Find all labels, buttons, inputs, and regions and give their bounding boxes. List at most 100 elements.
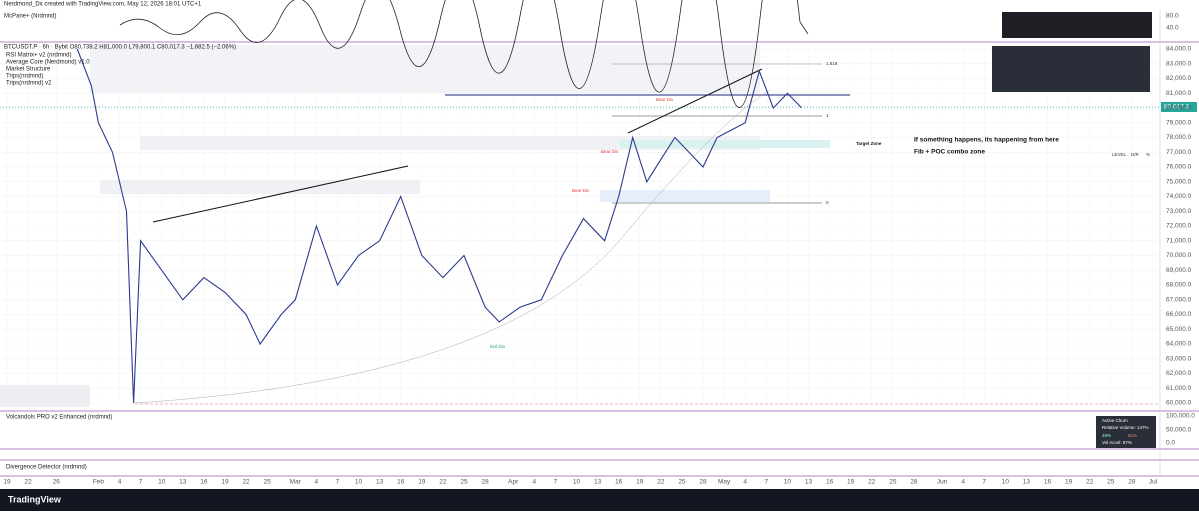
x-tick-label: 26 xyxy=(53,479,61,486)
y-tick-label: 62,000.0 xyxy=(1166,370,1192,377)
symbol-line: BTCUSDT.P · 6h · Bybit O80,738.2 H81,000… xyxy=(4,45,236,51)
x-tick-label: 10 xyxy=(573,479,581,486)
x-tick-label: Apr xyxy=(508,479,519,486)
y-tick-label: 69,000.0 xyxy=(1166,267,1192,274)
y-tick-label: 73,000.0 xyxy=(1166,208,1192,215)
churn-panel xyxy=(1096,416,1156,448)
x-tick-label: 7 xyxy=(764,479,768,486)
y-tick-label: 65,000.0 xyxy=(1166,326,1192,333)
x-tick-label: 28 xyxy=(910,479,918,486)
fib-label: 1.618 xyxy=(826,61,838,66)
x-tick-label: 13 xyxy=(805,479,813,486)
x-tick-label: 13 xyxy=(594,479,602,486)
x-tick-label: 22 xyxy=(1086,479,1094,486)
x-tick-label: Feb xyxy=(93,479,105,486)
zone xyxy=(140,136,760,150)
dashboard xyxy=(1002,12,1152,38)
x-tick-label: 19 xyxy=(847,479,855,486)
x-tick-label: 7 xyxy=(982,479,986,486)
x-tick-label: 4 xyxy=(961,479,965,486)
x-tick-label: 25 xyxy=(264,479,272,486)
price-badge xyxy=(1161,102,1197,112)
x-tick-label: 16 xyxy=(1044,479,1052,486)
x-tick-label: 13 xyxy=(1023,479,1031,486)
y-tick-label: 61,000.0 xyxy=(1166,385,1192,392)
x-tick-label: 16 xyxy=(200,479,208,486)
y-tick-label: 64,000.0 xyxy=(1166,341,1192,348)
credit: Nerdmond_Dx created with TradingView.com… xyxy=(4,2,202,8)
x-tick-label: 4 xyxy=(743,479,747,486)
x-tick-label: 19 xyxy=(3,479,11,486)
y-tick-label: 78,000.0 xyxy=(1166,134,1192,141)
zone xyxy=(100,180,420,194)
top-axis-label: 80.0 xyxy=(1166,13,1179,20)
x-tick-label: 7 xyxy=(336,479,340,486)
y-tick-label: 75,000.0 xyxy=(1166,178,1192,185)
annotation: If something happens, its happening from… xyxy=(914,137,1059,144)
x-tick-label: 4 xyxy=(118,479,122,486)
x-tick-label: 25 xyxy=(678,479,686,486)
dashboard xyxy=(992,46,1150,92)
divergence-pane-title: Divergence Detector (nrdmnd) xyxy=(6,465,87,471)
churn-text: 49% xyxy=(1102,433,1111,438)
x-tick-label: 4 xyxy=(315,479,319,486)
x-tick-label: 22 xyxy=(657,479,665,486)
trend-line xyxy=(152,165,409,223)
y-tick-label: 79,000.0 xyxy=(1166,119,1192,126)
x-tick-label: 10 xyxy=(355,479,363,486)
volume-axis-label: 50,000.0 xyxy=(1166,427,1192,434)
x-tick-label: 10 xyxy=(158,479,166,486)
x-tick-label: 25 xyxy=(460,479,468,486)
annotation: Bull Div xyxy=(490,344,506,349)
y-tick-label: 71,000.0 xyxy=(1166,237,1192,244)
price-line xyxy=(76,48,802,404)
oscillator xyxy=(119,0,809,108)
table-header: LEVEL xyxy=(1112,152,1127,157)
annotation: Fib + POC combo zone xyxy=(914,149,985,156)
target-zone xyxy=(620,140,830,148)
top-axis-label: 40.0 xyxy=(1166,25,1179,32)
x-tick-label: 22 xyxy=(868,479,876,486)
x-tick-label: Mar xyxy=(290,479,302,486)
y-tick-label: 60,000.0 xyxy=(1166,400,1192,407)
x-tick-label: 7 xyxy=(554,479,558,486)
x-tick-label: May xyxy=(718,479,731,486)
fib-label: 1 xyxy=(826,113,829,118)
x-tick-label: 22 xyxy=(25,479,33,486)
churn-text: Relative Volume: 147% xyxy=(1102,425,1149,430)
curve xyxy=(134,89,771,404)
x-tick-label: 19 xyxy=(418,479,426,486)
legend-item: Trips(nrdmnd) xyxy=(6,74,43,80)
y-tick-label: 70,000.0 xyxy=(1166,252,1192,259)
y-tick-label: 74,000.0 xyxy=(1166,193,1192,200)
volume-axis-label: 100,000.0 xyxy=(1166,413,1195,420)
x-tick-label: 28 xyxy=(1128,479,1136,486)
zone xyxy=(600,190,770,202)
y-tick-label: 76,000.0 xyxy=(1166,164,1192,171)
x-tick-label: Jul xyxy=(1149,479,1158,486)
x-tick-label: Jun xyxy=(937,479,948,486)
x-tick-label: 25 xyxy=(889,479,897,486)
x-tick-label: 28 xyxy=(699,479,707,486)
y-tick-label: 63,000.0 xyxy=(1166,355,1192,362)
fib-label: 0 xyxy=(826,200,829,205)
y-tick-label: 72,000.0 xyxy=(1166,223,1192,230)
x-tick-label: 19 xyxy=(1065,479,1073,486)
legend-item: RSI Matrix+ v2 (nrdmnd) xyxy=(6,53,72,59)
churn-text: 51% xyxy=(1128,433,1137,438)
x-tick-label: 10 xyxy=(1002,479,1010,486)
top-pane-title: McPane+ (Nrdmnd) xyxy=(4,14,57,20)
x-tick-label: 16 xyxy=(397,479,405,486)
footer xyxy=(0,489,1199,511)
legend-item: Trips(nrdmnd) v2 xyxy=(6,81,52,87)
price-label: 80,017.3 xyxy=(1164,104,1190,111)
x-tick-label: 28 xyxy=(481,479,489,486)
x-tick-label: 25 xyxy=(1107,479,1115,486)
legend-item: Average Core (Nerdmond) v1.0 xyxy=(6,60,90,66)
y-tick-label: 83,000.0 xyxy=(1166,60,1192,67)
annotation: Target Zone xyxy=(856,141,882,146)
y-tick-label: 77,000.0 xyxy=(1166,149,1192,156)
churn-text: Vol Accel: 87% xyxy=(1102,440,1132,445)
trend-line xyxy=(627,68,763,134)
